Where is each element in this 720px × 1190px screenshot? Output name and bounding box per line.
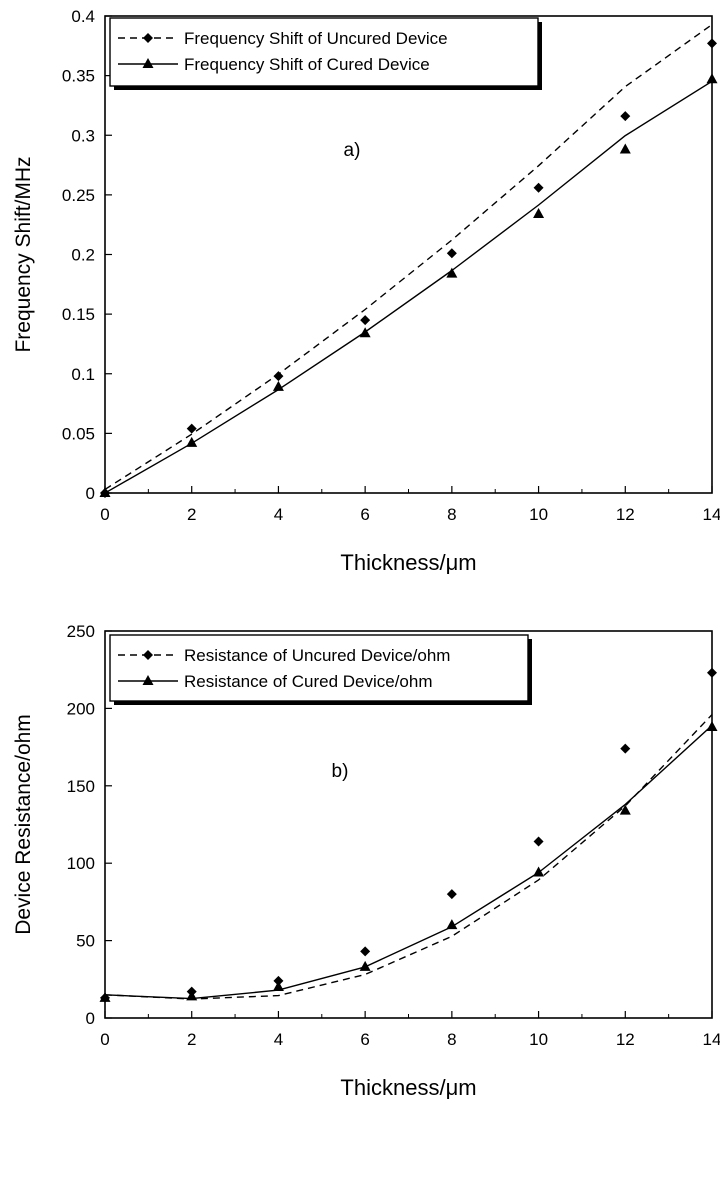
data-point-diamond — [446, 248, 457, 259]
y-tick-label: 0 — [86, 484, 95, 503]
series-fit-line — [105, 713, 712, 1000]
y-tick-label: 0 — [86, 1009, 95, 1028]
data-point-diamond — [533, 836, 544, 847]
y-axis-title: Device Resistance/ohm — [12, 714, 35, 935]
y-tick-label: 0.3 — [71, 126, 95, 145]
y-tick-label: 0.15 — [62, 305, 95, 324]
data-point-triangle — [446, 919, 458, 930]
legend-marker-triangle — [142, 58, 154, 68]
legend-box — [109, 17, 539, 87]
chart-panel-a: 0 2 4 6 8 10 12 14 0 0.05 0.1 0.15 0.2 0.25 0.3 0.35 0.4… — [12, 7, 720, 575]
data-point-diamond — [620, 743, 631, 754]
y-tick-label: 0.4 — [71, 7, 95, 26]
data-point-triangle — [533, 207, 545, 218]
y-tick-label: 0.05 — [62, 424, 95, 443]
y-tick-label: 0.35 — [62, 67, 95, 86]
data-point-diamond — [620, 111, 631, 122]
data-point-diamond — [533, 182, 544, 193]
x-tick-label: 2 — [187, 1030, 196, 1049]
data-point-triangle — [359, 960, 371, 971]
data-point-triangle — [99, 991, 111, 1002]
y-tick-label: 250 — [67, 622, 95, 641]
y-axis-title: Frequency Shift/MHz — [12, 156, 35, 352]
y-tick-label: 0.25 — [62, 186, 95, 205]
chart-panel-b: 0 2 4 6 8 10 12 14 0 50 100 150 200 250 Thickness/μm De… — [12, 622, 720, 1100]
series-fit-line — [105, 80, 712, 493]
x-tick-label: 10 — [529, 505, 548, 524]
x-tick-label: 6 — [360, 1030, 369, 1049]
legend-marker-diamond — [143, 33, 153, 43]
x-tick-label: 8 — [447, 1030, 456, 1049]
data-point-triangle — [706, 73, 718, 84]
x-tick-label: 10 — [529, 1030, 548, 1049]
legend-label: Frequency Shift of Uncured Device — [184, 29, 448, 48]
data-point-triangle — [99, 487, 111, 497]
y-tick-label: 0.1 — [71, 365, 95, 384]
legend-label: Resistance of Uncured Device/ohm — [184, 646, 450, 665]
data-point-triangle — [619, 804, 631, 815]
legend-marker-triangle — [142, 675, 154, 685]
data-point-triangle — [446, 267, 458, 278]
y-tick-label: 100 — [67, 854, 95, 873]
x-tick-label: 2 — [187, 505, 196, 524]
x-tick-label: 0 — [100, 1030, 109, 1049]
x-tick-label: 4 — [274, 1030, 283, 1049]
data-point-diamond — [273, 975, 284, 986]
y-tick-label: 50 — [76, 932, 95, 951]
series-fit-line — [105, 724, 712, 1000]
data-point-triangle — [272, 981, 284, 992]
y-tick-label: 0.2 — [71, 246, 95, 265]
legend-label: Resistance of Cured Device/ohm — [184, 672, 433, 691]
legend-label: Frequency Shift of Cured Device — [184, 55, 430, 74]
data-point-diamond — [273, 371, 284, 382]
data-point-triangle — [706, 720, 718, 731]
data-point-diamond — [186, 423, 197, 434]
panel-label: b) — [332, 761, 349, 782]
x-tick-label: 12 — [616, 1030, 635, 1049]
x-tick-label: 0 — [100, 505, 109, 524]
data-point-triangle — [619, 143, 631, 154]
x-tick-label: 14 — [703, 1030, 720, 1049]
x-tick-label: 8 — [447, 505, 456, 524]
x-tick-label: 6 — [360, 505, 369, 524]
legend-box — [109, 634, 529, 702]
y-tick-label: 150 — [67, 777, 95, 796]
x-tick-label: 12 — [616, 505, 635, 524]
series-fit-line — [105, 23, 712, 490]
data-point-triangle — [533, 866, 545, 877]
legend-marker-diamond — [143, 650, 153, 660]
data-point-triangle — [272, 380, 284, 391]
data-point-triangle — [359, 327, 371, 338]
data-point-diamond — [360, 946, 371, 957]
data-point-triangle — [186, 436, 198, 447]
x-tick-label: 14 — [703, 505, 720, 524]
x-axis-title: Thickness/μm — [340, 550, 476, 575]
x-tick-label: 4 — [274, 505, 283, 524]
data-point-diamond — [707, 667, 717, 678]
panel-label: a) — [344, 140, 361, 161]
y-tick-label: 200 — [67, 699, 95, 718]
data-point-diamond — [360, 315, 371, 326]
x-axis-title: Thickness/μm — [340, 1075, 476, 1100]
data-point-diamond — [707, 38, 717, 49]
data-point-diamond — [446, 889, 457, 900]
data-point-triangle — [186, 990, 198, 1001]
